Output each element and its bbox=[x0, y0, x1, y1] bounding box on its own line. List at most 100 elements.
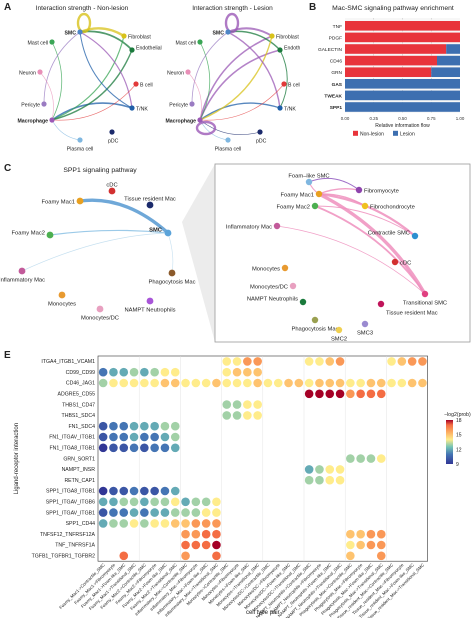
node-t-nk bbox=[129, 105, 135, 111]
interaction-edge bbox=[318, 187, 360, 195]
panel-a-left-title: Interaction strength - Non-lesion bbox=[35, 5, 129, 12]
dot-fn1-itgav-itgb1-6 bbox=[160, 432, 170, 442]
dot-fn1-sdc4-0 bbox=[98, 421, 108, 431]
dot-spp1-cd44-5 bbox=[150, 519, 159, 528]
bar-nonlesion-pdgf bbox=[345, 32, 460, 43]
dot-tnf-tnfrsf1a-25 bbox=[356, 540, 365, 550]
dot-spp1-itgav-itgb1-5 bbox=[150, 508, 159, 517]
node-label-plasma-cell: Plasma cell bbox=[67, 147, 94, 153]
node-phagocytosis-mac bbox=[168, 269, 176, 277]
row-label-fn1-sdc4: FN1_SDC4 bbox=[68, 424, 95, 430]
dot-retn-cap1-20 bbox=[304, 475, 314, 485]
dot-spp1-itgav-itgb6-8 bbox=[181, 497, 190, 507]
panel-label-e: E bbox=[4, 350, 11, 361]
dot-spp1-itga8-itgb1-0 bbox=[98, 486, 108, 496]
legend-label-non-lesion: Non-lesion bbox=[360, 131, 384, 137]
dot-tnf-tnfrsf1a-10 bbox=[201, 540, 211, 550]
dot-fn1-sdc4-6 bbox=[160, 421, 170, 431]
node-neuron bbox=[37, 69, 43, 75]
dot-spp1-itga8-itgb1-1 bbox=[109, 486, 118, 496]
node-smc2 bbox=[335, 326, 343, 334]
node-smc bbox=[77, 29, 83, 35]
node-label-t-nk: T/NK bbox=[136, 107, 148, 113]
dot-cd99-cd99-1 bbox=[109, 367, 118, 377]
node-label-endothelial: Endothelial bbox=[284, 46, 300, 52]
node-nampt-neutrophils bbox=[146, 297, 154, 305]
x-tick-label: 0.25 bbox=[369, 116, 378, 121]
dot-spp1-itgav-itgb1-2 bbox=[119, 508, 129, 517]
node-label-smc: SMC bbox=[212, 31, 224, 37]
node-monocytes bbox=[58, 291, 66, 299]
dot-fn1-itgav-itgb1-1 bbox=[109, 432, 118, 442]
dot-cd46-jag1-17 bbox=[273, 378, 283, 388]
interaction-edge bbox=[276, 225, 426, 295]
dot-cd99-cd99-6 bbox=[160, 367, 170, 377]
dot-spp1-itgav-itgb6-0 bbox=[98, 497, 108, 507]
node-mast-cell bbox=[49, 39, 55, 45]
dot-itga4-itgb1-vcam1-23 bbox=[335, 357, 345, 366]
node-label-fibroblast: Fibroblast bbox=[128, 35, 151, 41]
row-label-cd46-jag1: CD46_JAG1 bbox=[66, 381, 95, 387]
dot-cd46-jag1-10 bbox=[201, 378, 211, 388]
dot-fn1-sdc4-1 bbox=[109, 421, 118, 431]
dot-itga4-itgb1-vcam1-29 bbox=[397, 357, 407, 366]
node-label-contractile-smc: Contractile SMC bbox=[368, 231, 410, 237]
category-label-tnf: TNF bbox=[333, 24, 342, 30]
node-inflammatory-mac bbox=[273, 222, 281, 230]
node-label-tissue-resident-mac: Tissue resident Mac bbox=[124, 197, 176, 203]
dot-grn-sort1-26 bbox=[366, 454, 376, 463]
dot-grn-sort1-24 bbox=[346, 454, 355, 463]
dot-thbs1-cd47-13 bbox=[232, 400, 242, 409]
node-pdc bbox=[257, 129, 263, 135]
interaction-edge bbox=[199, 41, 211, 121]
node-label-neuron: Neuron bbox=[19, 71, 36, 77]
row-label-spp1-cd44: SPP1_CD44 bbox=[66, 521, 96, 527]
dot-spp1-itgav-itgb6-6 bbox=[160, 497, 170, 507]
interaction-edge bbox=[187, 71, 202, 121]
dot-tgfb1-tgfbr1-tgfbr2-27 bbox=[376, 551, 386, 561]
node-smc bbox=[225, 29, 231, 35]
network-nonlesion: Mast cell SMC Fibroblast Endothelial Neuron B… bbox=[17, 12, 162, 153]
dot-fn1-itgav-itgb1-7 bbox=[170, 432, 180, 442]
legend-tick-12: 12 bbox=[456, 447, 462, 453]
node-t-nk bbox=[277, 105, 283, 111]
dot-fn1-itgav-itgb1-3 bbox=[129, 432, 139, 442]
row-label-thbs1-sdc4: THBS1_SDC4 bbox=[62, 413, 96, 419]
dot-spp1-itgav-itgb1-11 bbox=[212, 508, 221, 517]
dot-tnfsf12-tnfrsf12a-27 bbox=[376, 529, 386, 539]
dot-nampt-insr-21 bbox=[315, 465, 324, 474]
node-label-phagocytosis-mac: Phagocytosis Mac bbox=[148, 280, 195, 286]
dot-cd99-cd99-15 bbox=[253, 367, 262, 377]
dot-tnf-tnfrsf1a-9 bbox=[191, 540, 201, 550]
dot-cd46-jag1-0 bbox=[98, 378, 108, 388]
interaction-edge bbox=[227, 27, 273, 37]
interaction-edge bbox=[39, 71, 54, 121]
dot-cd46-jag1-15 bbox=[253, 378, 262, 388]
dot-cd99-cd99-4 bbox=[140, 367, 149, 377]
row-label-adgre5-cd55: ADGRE5_CD55 bbox=[58, 392, 96, 398]
node-fibrochondrocyte bbox=[361, 202, 369, 210]
dot-cd99-cd99-14 bbox=[243, 367, 252, 377]
dot-spp1-itgav-itgb6-2 bbox=[119, 497, 129, 507]
x-tick-label: 0.00 bbox=[341, 116, 350, 121]
interaction-edge bbox=[191, 31, 229, 105]
node-label-nampt-neutrophils: NAMPT Neutrophils bbox=[124, 308, 175, 314]
dot-tnf-tnfrsf1a-24 bbox=[346, 540, 355, 550]
dot-itga4-itgb1-vcam1-28 bbox=[387, 357, 396, 366]
node-pdc bbox=[109, 129, 115, 135]
dot-spp1-itgav-itgb1-1 bbox=[109, 508, 118, 517]
node-macrophage bbox=[197, 117, 203, 123]
dot-thbs1-cd47-14 bbox=[243, 400, 252, 409]
interaction-edge bbox=[279, 49, 288, 109]
dot-cd46-jag1-4 bbox=[140, 378, 149, 388]
dot-cd99-cd99-5 bbox=[150, 367, 159, 377]
dot-spp1-itgav-itgb6-7 bbox=[170, 497, 180, 507]
dot-spp1-cd44-3 bbox=[129, 519, 139, 528]
dot-spp1-itgav-itgb1-4 bbox=[140, 508, 149, 517]
interaction-edge bbox=[51, 35, 125, 121]
dot-retn-cap1-22 bbox=[325, 475, 335, 485]
dot-tnfsf12-tnfrsf12a-10 bbox=[201, 529, 211, 539]
dot-fn1-itgav-itgb1-0 bbox=[98, 432, 108, 442]
interaction-edge bbox=[199, 49, 281, 121]
interaction-edge bbox=[199, 35, 273, 121]
